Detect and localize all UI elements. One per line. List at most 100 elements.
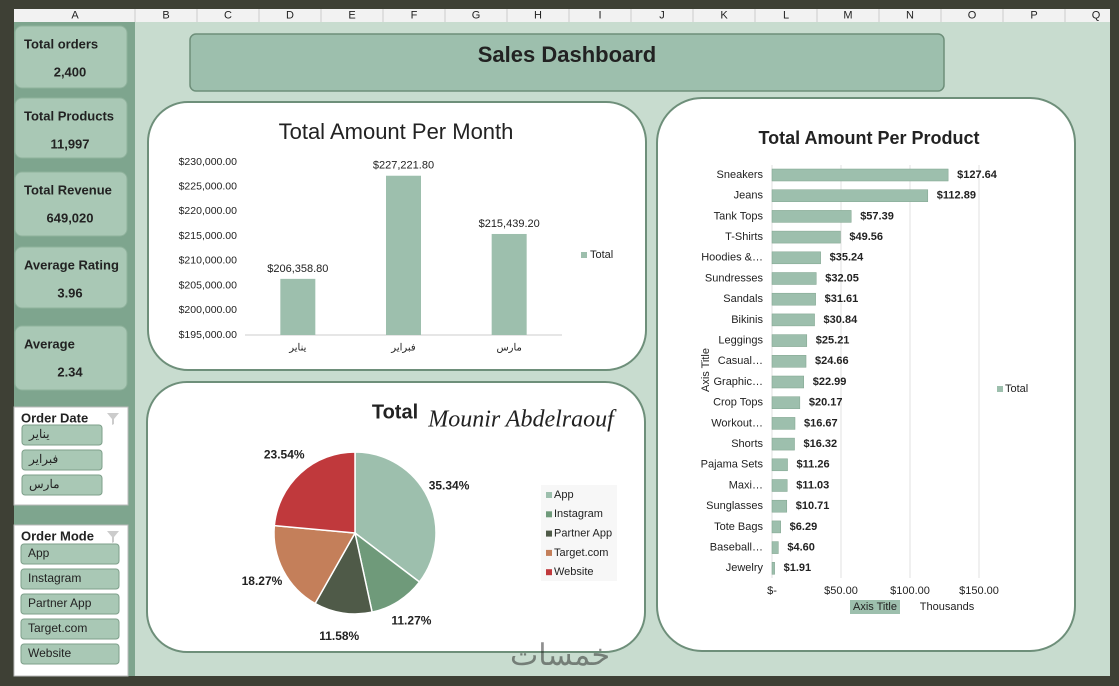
slicer-item-label[interactable]: App (28, 546, 50, 560)
chart-title: Total Amount Per Product (758, 128, 979, 148)
bar (771, 541, 779, 554)
bar (771, 189, 929, 202)
column-header: P (1030, 9, 1037, 21)
kpi-label: Average Rating (24, 257, 119, 272)
bar (771, 437, 795, 451)
y-tick-label: Bikinis (731, 314, 763, 326)
slicer-item[interactable] (21, 424, 103, 446)
slicer-item-label[interactable]: فبراير (28, 452, 58, 466)
kpi-label: Total orders (24, 36, 98, 51)
y-tick-label: Crop Tops (713, 397, 763, 409)
slicer-item[interactable] (21, 474, 103, 496)
bar (771, 499, 788, 513)
value-label: $10.71 (796, 500, 830, 512)
kpi-value: 2.34 (57, 364, 83, 379)
kpi-label: Average (24, 336, 75, 351)
bar (280, 278, 316, 335)
y-tick-label: Workout… (711, 417, 763, 429)
bar (771, 168, 949, 182)
kpi-value: 2,400 (54, 64, 87, 79)
y-tick-label: $205,000.00 (179, 279, 238, 291)
y-tick-label: Tote Bags (714, 521, 763, 533)
slicer-item-label[interactable]: مارس (29, 477, 60, 491)
column-header: F (411, 9, 418, 21)
value-label: $22.99 (813, 376, 847, 388)
slicer-item-label[interactable]: Target.com (28, 621, 87, 635)
column-header: G (472, 9, 481, 21)
y-tick-label: $220,000.00 (179, 205, 238, 217)
value-label: $1.91 (784, 562, 812, 574)
title-box (189, 33, 945, 92)
y-tick-label: Jewelry (726, 562, 764, 574)
y-tick-label: Sundresses (705, 272, 764, 284)
bar (771, 210, 852, 223)
slicer-item-label[interactable]: Website (28, 646, 71, 660)
column-header: H (534, 9, 542, 21)
slicer-item[interactable] (20, 568, 120, 590)
y-tick-label: Maxi… (729, 479, 763, 491)
y-tick-label: Tank Tops (714, 210, 764, 222)
value-label: 23.54% (264, 448, 305, 462)
kpi-card (14, 171, 128, 237)
bar (491, 233, 527, 335)
value-label: 35.34% (429, 479, 470, 493)
bar (771, 520, 781, 534)
kpi-card (14, 25, 128, 89)
y-tick-label: Baseball… (710, 542, 763, 554)
slicer-item[interactable] (20, 543, 120, 565)
column-header: O (968, 9, 977, 21)
value-label: $11.03 (796, 479, 829, 491)
y-tick-label: $230,000.00 (179, 156, 238, 168)
slicer-item-label[interactable]: Instagram (28, 571, 81, 585)
value-label: $227,221.80 (373, 160, 434, 172)
y-tick-label: Sunglasses (706, 500, 763, 512)
slicer-item[interactable] (21, 449, 103, 471)
y-tick-label: $200,000.00 (179, 304, 238, 316)
legend-swatch (546, 530, 552, 537)
chart-title: Total (372, 401, 418, 423)
pie-slice (354, 451, 437, 584)
x-axis-unit: Thousands (920, 601, 975, 613)
legend-swatch (581, 252, 587, 258)
slicer-item[interactable] (20, 643, 120, 665)
kpi-label: Total Revenue (24, 182, 112, 197)
column-header: J (659, 9, 665, 21)
legend-label: Instagram (554, 508, 603, 520)
column-header: Q (1092, 9, 1101, 21)
legend-swatch (997, 386, 1003, 392)
column-header: A (71, 9, 79, 21)
pie-slice (273, 524, 357, 605)
value-label: $215,439.20 (479, 218, 540, 230)
y-tick-label: Leggings (718, 335, 763, 347)
y-tick-label: Sandals (723, 293, 763, 305)
slicer-item-label[interactable]: Partner App (28, 596, 92, 610)
kpi-card (14, 325, 128, 391)
value-label: $11.26 (797, 459, 830, 471)
y-tick-label: Sneakers (717, 169, 764, 181)
slicer-item-label[interactable]: يناير (28, 427, 50, 441)
slicer-item[interactable] (20, 593, 120, 615)
slicer-item[interactable] (20, 618, 120, 640)
bar (771, 458, 788, 472)
signature: Mounir Abdelraouf (427, 407, 617, 433)
bar (771, 479, 788, 492)
y-tick-label: $215,000.00 (179, 230, 238, 242)
kpi-value: 649,020 (47, 210, 94, 225)
slicer-title: Order Date (21, 410, 88, 425)
value-label: $31.61 (825, 293, 859, 305)
bar (771, 562, 775, 575)
y-tick-label: Hoodies &… (701, 252, 763, 264)
column-header: M (843, 9, 852, 21)
value-label: $30.84 (824, 314, 859, 326)
legend-label: App (554, 489, 574, 501)
y-tick-label: Casual… (718, 355, 763, 367)
chart-title: Total Amount Per Month (279, 119, 514, 144)
dashboard-title: Sales Dashboard (478, 42, 657, 67)
bar (386, 175, 421, 335)
bar (771, 230, 841, 244)
x-tick-label: $- (767, 585, 777, 597)
y-tick-label: $210,000.00 (179, 255, 238, 267)
value-label: $6.29 (790, 521, 818, 533)
value-label: 11.58% (319, 629, 359, 643)
